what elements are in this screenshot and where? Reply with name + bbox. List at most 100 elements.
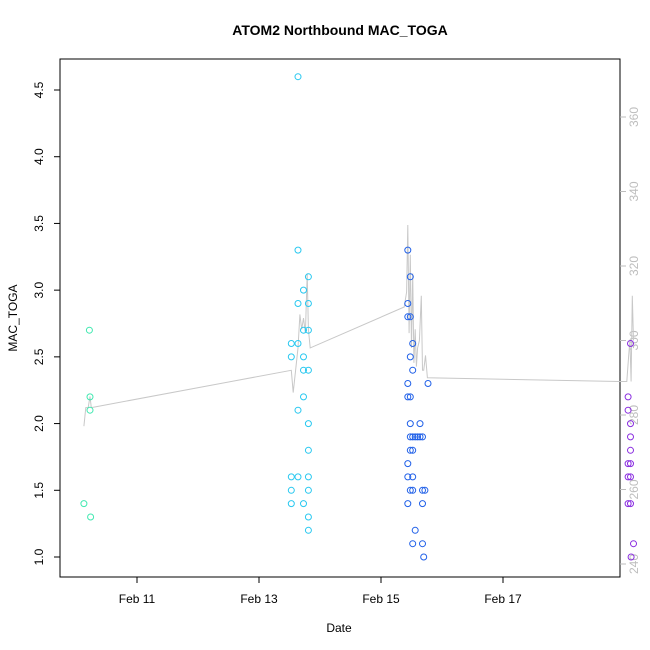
- data-point: [86, 406, 94, 414]
- data-point: [409, 433, 417, 441]
- data-point: [287, 500, 295, 508]
- x-tick-label: Feb 13: [240, 592, 278, 606]
- data-point: [404, 246, 412, 254]
- y2-tick-label: 340: [627, 181, 641, 201]
- data-point: [420, 553, 428, 561]
- data-point: [85, 326, 93, 334]
- data-point: [416, 433, 424, 441]
- data-point: [294, 300, 302, 307]
- data-point: [294, 73, 302, 81]
- secondary-line: [83, 224, 634, 427]
- y2-tick-label: 320: [627, 256, 641, 276]
- y-tick-label: 2.0: [32, 415, 46, 432]
- data-point: [416, 420, 424, 428]
- data-point: [424, 380, 432, 387]
- scatter-series: [80, 73, 637, 561]
- data-point: [409, 340, 417, 347]
- data-point: [404, 300, 412, 307]
- data-point: [627, 473, 634, 481]
- data-point: [404, 380, 412, 387]
- data-point: [627, 433, 634, 441]
- data-point: [304, 473, 312, 481]
- data-point: [624, 460, 632, 468]
- data-point: [86, 393, 94, 401]
- data-point: [304, 486, 312, 494]
- plot-area: [59, 58, 621, 578]
- data-point: [294, 246, 302, 254]
- data-point: [409, 446, 417, 454]
- data-point: [421, 486, 429, 494]
- x-axis-label: Date: [326, 621, 352, 635]
- data-point: [404, 473, 412, 481]
- data-point: [87, 513, 95, 521]
- x-tick-label: Feb 15: [362, 592, 400, 606]
- data-point: [419, 486, 426, 494]
- y-tick-label: 3.0: [32, 281, 46, 298]
- data-point: [294, 473, 302, 481]
- data-point: [411, 433, 419, 441]
- data-point: [624, 393, 632, 401]
- data-point: [406, 353, 414, 361]
- data-point: [300, 366, 307, 374]
- data-point: [406, 313, 414, 321]
- y-axis-label: MAC_TOGA: [6, 284, 20, 351]
- secondary-line-series: [83, 224, 634, 427]
- data-point: [300, 353, 307, 361]
- data-point: [624, 473, 632, 481]
- data-point: [419, 433, 426, 441]
- y2-tick-label: 360: [627, 107, 641, 127]
- data-point: [409, 473, 417, 481]
- x-axis: Feb 11 Feb 13 Feb 15 Feb 17: [119, 577, 522, 606]
- data-point: [409, 366, 417, 374]
- data-point: [300, 326, 307, 334]
- y2-tick-label: 300: [627, 330, 641, 350]
- data-point: [294, 406, 302, 414]
- chart-title: ATOM2 Northbound MAC_TOGA: [232, 22, 447, 38]
- data-point: [624, 500, 632, 508]
- data-point: [304, 326, 312, 334]
- data-point: [404, 313, 412, 321]
- y-axis: 1.0 1.5 2.0 2.5 3.0 3.5 4.0 4.5: [32, 81, 60, 565]
- data-point: [287, 486, 295, 494]
- data-point: [406, 420, 414, 428]
- y2-tick-label: 260: [627, 479, 641, 499]
- x-tick-label: Feb 11: [119, 592, 156, 606]
- data-point: [304, 513, 312, 521]
- data-point: [287, 340, 295, 347]
- data-point: [406, 446, 414, 454]
- data-point: [80, 500, 88, 508]
- y-tick-label: 3.5: [32, 215, 46, 232]
- data-point: [627, 500, 634, 508]
- data-point: [406, 393, 414, 401]
- data-point: [406, 486, 414, 494]
- data-point: [287, 473, 295, 481]
- x-tick-label: Feb 17: [484, 592, 522, 606]
- data-point: [627, 420, 634, 428]
- data-point: [300, 393, 307, 401]
- y-tick-label: 1.0: [32, 548, 46, 565]
- data-point: [406, 433, 414, 441]
- data-point: [627, 446, 634, 454]
- data-point: [294, 340, 302, 347]
- data-point: [406, 273, 414, 281]
- y-tick-label: 4.5: [32, 81, 46, 98]
- data-point: [300, 286, 307, 294]
- data-point: [627, 553, 635, 561]
- data-point: [404, 393, 412, 401]
- data-point: [627, 340, 634, 347]
- data-point: [404, 460, 412, 468]
- data-point: [627, 460, 634, 468]
- data-point: [411, 526, 419, 534]
- data-point: [304, 446, 312, 454]
- data-point: [304, 526, 312, 534]
- data-point: [304, 273, 312, 281]
- data-point: [419, 500, 426, 508]
- data-point: [304, 420, 312, 428]
- data-point: [409, 486, 417, 494]
- data-point: [419, 540, 426, 548]
- y2-tick-label: 240: [627, 554, 641, 574]
- data-point: [414, 433, 422, 441]
- data-point: [304, 366, 312, 374]
